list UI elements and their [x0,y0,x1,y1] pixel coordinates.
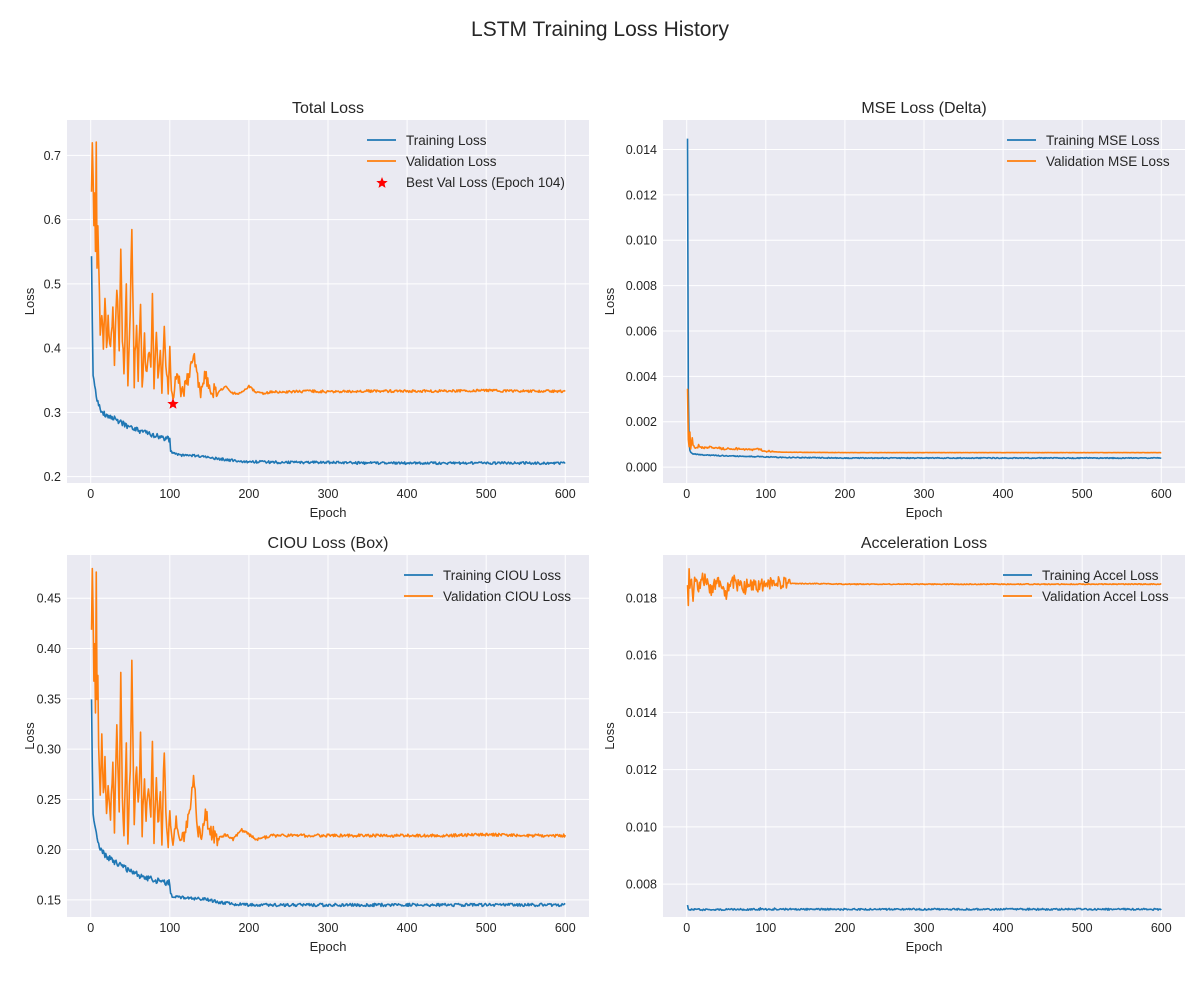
panel-3: 0 100 200 300 400 500 600 0.15 0.20 0.25 0.30 0.35 0… [22,535,589,954]
x-tick-label: 300 [914,921,935,935]
y-tick-label: 0.010 [626,234,657,248]
legend-label: Validation CIOU Loss [443,589,571,604]
panel-title: CIOU Loss (Box) [268,535,389,552]
series-line-train [686,138,1162,460]
x-tick-label: 100 [755,487,776,501]
y-tick-label: 0.012 [626,188,657,202]
y-tick-label: 0.6 [44,213,61,227]
y-tick-label: 0.014 [626,143,657,157]
y-tick-label: 0.018 [626,591,657,605]
x-tick-label: 400 [993,487,1014,501]
legend-label: Training Loss [406,133,487,148]
x-tick-label: 300 [318,921,339,935]
y-tick-label: 0.40 [37,642,61,656]
x-tick-label: 600 [1151,921,1172,935]
legend-label: Validation Accel Loss [1042,589,1169,604]
y-tick-label: 0.5 [44,277,61,291]
y-tick-label: 0.3 [44,406,61,420]
y-tick-label: 0.010 [626,820,657,834]
legend-label: Best Val Loss (Epoch 104) [406,175,565,190]
x-tick-label: 600 [1151,487,1172,501]
series-line-val [90,141,566,400]
y-tick-label: 0.4 [44,342,61,356]
x-tick-label: 200 [238,921,259,935]
y-tick-label: 0.012 [626,763,657,777]
y-tick-label: 0.016 [626,649,657,663]
x-tick-label: 100 [159,487,180,501]
x-tick-label: 500 [1072,487,1093,501]
legend-label: Training CIOU Loss [443,568,561,583]
series-line-val [686,388,1162,454]
x-axis-label: Epoch [906,939,943,954]
x-tick-label: 200 [238,487,259,501]
y-axis-label: Loss [602,722,617,750]
series-line-train [686,904,1162,912]
figure-title: LSTM Training Loss History [471,18,729,41]
x-tick-label: 0 [87,921,94,935]
y-tick-label: 0.002 [626,415,657,429]
y-tick-label: 0.35 [37,692,61,706]
x-axis-label: Epoch [310,505,347,520]
series-line-val [90,567,567,849]
y-tick-label: 0.008 [626,878,657,892]
y-tick-label: 0.004 [626,370,657,384]
y-tick-label: 0.006 [626,324,657,338]
x-tick-label: 300 [318,487,339,501]
x-tick-label: 400 [993,921,1014,935]
x-tick-label: 500 [476,921,497,935]
panel-title: MSE Loss (Delta) [861,100,986,117]
x-tick-label: 0 [683,487,690,501]
x-tick-label: 500 [476,487,497,501]
legend-label: Validation Loss [406,154,497,169]
legend-star-icon [376,177,388,188]
y-tick-label: 0.2 [44,470,61,484]
x-tick-label: 200 [834,921,855,935]
series-line-train [90,256,566,466]
x-tick-label: 600 [555,921,576,935]
panel-2: 0 100 200 300 400 500 600 0.000 0.002 0.004 0.006 0… [602,100,1185,520]
series-line-val [686,568,1162,607]
y-tick-label: 0.7 [44,149,61,163]
x-tick-label: 0 [87,487,94,501]
x-tick-label: 300 [914,487,935,501]
panel-title: Acceleration Loss [861,535,987,552]
y-axis-label: Loss [22,287,37,315]
panel-title: Total Loss [292,100,364,117]
x-tick-label: 100 [755,921,776,935]
x-tick-label: 400 [397,487,418,501]
legend-label: Training MSE Loss [1046,133,1160,148]
x-tick-label: 500 [1072,921,1093,935]
panel-4: 0 100 200 300 400 500 600 0.008 0.010 0.012 0.014 0… [602,535,1185,954]
x-tick-label: 200 [834,487,855,501]
y-tick-label: 0.45 [37,592,61,606]
y-tick-label: 0.008 [626,279,657,293]
y-tick-label: 0.000 [626,461,657,475]
y-tick-label: 0.15 [37,893,61,907]
best-val-marker [167,398,179,409]
y-tick-label: 0.014 [626,706,657,720]
legend-label: Validation MSE Loss [1046,154,1170,169]
y-axis-label: Loss [602,287,617,315]
series-line-train [90,699,566,908]
y-axis-label: Loss [22,722,37,750]
y-tick-label: 0.20 [37,843,61,857]
x-axis-label: Epoch [906,505,943,520]
y-tick-label: 0.25 [37,793,61,807]
x-tick-label: 0 [683,921,690,935]
x-tick-label: 100 [159,921,180,935]
x-tick-label: 400 [397,921,418,935]
x-tick-label: 600 [555,487,576,501]
legend-label: Training Accel Loss [1042,568,1159,583]
y-tick-label: 0.30 [37,743,61,757]
x-axis-label: Epoch [310,939,347,954]
panel-1: 0 100 200 300 400 500 600 0.2 0.3 0.4 0.5 0.6 0.7 Tot… [22,100,589,520]
